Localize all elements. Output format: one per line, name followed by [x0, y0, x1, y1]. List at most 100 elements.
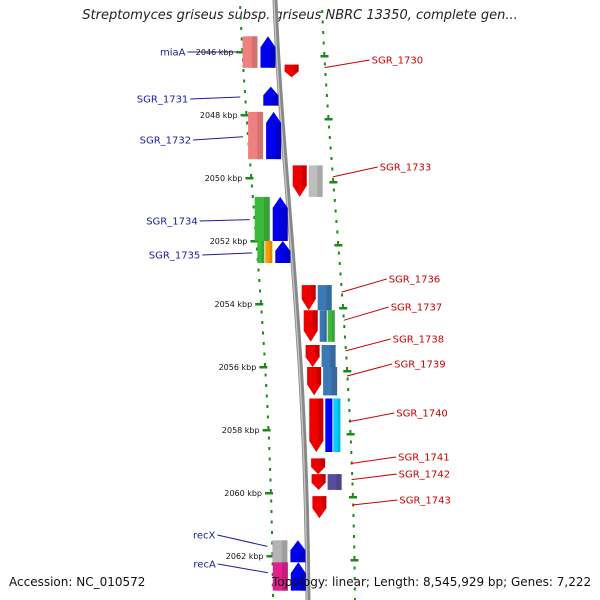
gene-label-reca[interactable]: recA [193, 560, 216, 571]
axis-tick-label: 2060 kbp [224, 489, 262, 498]
gene-sgr_1742-arrow[interactable] [311, 474, 326, 490]
guide-dot-right [346, 377, 349, 381]
gene-miaa-category-0-edge [251, 36, 258, 68]
guide-dot-left [243, 79, 246, 83]
gene-label-leader [324, 59, 370, 69]
gene-sgr_1732-category-0-edge [257, 111, 264, 160]
gene-miaa-arrow[interactable] [260, 36, 276, 68]
guide-dot-left [246, 132, 249, 135]
guide-dot-left [257, 268, 260, 272]
guide-dot-right [354, 598, 356, 600]
gene-sgr_1739-arrow[interactable] [307, 367, 322, 396]
gene-sgr_1733-category-0-edge [317, 165, 323, 197]
guide-dot-right [323, 62, 326, 66]
gene-label-sgr_1731[interactable]: SGR_1731 [137, 95, 189, 106]
gene-sgr_1737-category-1 [327, 310, 335, 342]
guide-dot-left [269, 489, 272, 492]
guide-dot-right [337, 251, 340, 255]
gene-sgr_1734-arrow[interactable] [272, 196, 288, 241]
guide-dot-right [341, 304, 344, 307]
gene-label-sgr_1738[interactable]: SGR_1738 [393, 335, 445, 346]
guide-dot-left [267, 426, 270, 429]
gene-label-leader [349, 412, 395, 423]
guide-dot-right [339, 272, 342, 276]
gene-label-miaa[interactable]: miaA [160, 48, 186, 59]
guide-dot-left [251, 195, 254, 198]
guide-dot-right [327, 115, 330, 118]
gene-sgr_1733-arrow[interactable] [292, 165, 307, 197]
axis-tick-right [349, 496, 357, 499]
gene-label-leader [346, 363, 393, 377]
axis-tick [262, 429, 271, 432]
gene-label-leader [352, 499, 398, 506]
gene-label-sgr_1732[interactable]: SGR_1732 [140, 136, 192, 147]
gene-sgr_1736-arrow[interactable] [301, 285, 316, 311]
gene-sgr_1740-category-0 [325, 398, 333, 452]
gene-label-sgr_1735[interactable]: SGR_1735 [149, 251, 201, 262]
guide-dot-left [270, 499, 273, 503]
gene-label-sgr_1736[interactable]: SGR_1736 [389, 275, 441, 286]
guide-dot-right [322, 31, 325, 34]
gene-label-leader [217, 534, 268, 547]
gene-sgr_1732-arrow-edge [276, 122, 282, 160]
gene-miaa-arrow-edge [270, 47, 276, 68]
guide-dot-right [351, 472, 354, 475]
gene-sgr_1741-arrow[interactable] [311, 458, 326, 475]
gene-sgr_1739-category-0-edge [331, 367, 338, 396]
gene-label-leader [193, 136, 244, 141]
gene-label-sgr_1730[interactable]: SGR_1730 [372, 56, 424, 67]
gene-sgr_1731-arrow[interactable] [263, 86, 279, 106]
gene-sgr_1739-category-0 [323, 367, 338, 396]
gene-sgr_1743-arrow[interactable] [312, 496, 327, 519]
gene-sgr_1730-arrow[interactable] [284, 64, 299, 78]
gene-label-sgr_1741[interactable]: SGR_1741 [398, 453, 450, 464]
gene-sgr_1735-category-1-body [265, 241, 273, 263]
guide-dot-left [272, 594, 274, 597]
guide-dot-right [350, 451, 353, 454]
guide-dot-right [332, 178, 335, 181]
gene-sgr_1738-arrow[interactable] [305, 345, 320, 367]
gene-label-sgr_1734[interactable]: SGR_1734 [146, 217, 198, 228]
guide-dot-left [246, 121, 249, 125]
gene-label-sgr_1737[interactable]: SGR_1737 [391, 303, 443, 314]
axis-tick-label: 2058 kbp [222, 426, 260, 435]
guide-dot-left [270, 520, 273, 524]
gene-reca-arrow[interactable] [290, 562, 306, 591]
gene-recx-arrow[interactable] [290, 540, 306, 563]
gene-reca-category-0 [272, 562, 288, 591]
gene-label-sgr_1743[interactable]: SGR_1743 [399, 496, 451, 507]
gene-miaa-category-0 [242, 36, 258, 68]
guide-dot-left [270, 510, 273, 513]
gene-label-sgr_1739[interactable]: SGR_1739 [394, 360, 446, 371]
gene-label-recx[interactable]: recX [193, 531, 216, 542]
axis-tick-label: 2062 kbp [226, 552, 264, 561]
gene-label-sgr_1733[interactable]: SGR_1733 [380, 163, 432, 174]
gene-sgr_1735-category-1-edge [269, 241, 273, 263]
gene-sgr_1732-arrow[interactable] [266, 111, 282, 160]
gene-sgr_1730-arrow-edge [293, 64, 299, 72]
guide-dot-left [265, 384, 268, 387]
axis-tick-right [334, 244, 343, 247]
gene-sgr_1735-arrow[interactable] [275, 241, 291, 263]
axis-tick-right [320, 55, 329, 58]
guide-dot-right [349, 430, 352, 433]
guide-dot-right [344, 346, 347, 349]
genome-stats-label: Topology: linear; Length: 8,545,929 bp; … [272, 575, 592, 589]
gene-sgr_1737-arrow[interactable] [303, 310, 318, 342]
axis-tick-label: 2052 kbp [210, 237, 248, 246]
gene-sgr_1740-arrow[interactable] [309, 398, 324, 453]
gene-label-leader [351, 473, 397, 481]
guide-dot-right [340, 283, 343, 286]
guide-dot-right [333, 199, 336, 202]
axis-tick [266, 555, 275, 558]
guide-dot-right [351, 493, 354, 496]
gene-sgr_1740-category-1-body [333, 398, 341, 452]
guide-dot-left [265, 394, 268, 398]
gene-label-sgr_1740[interactable]: SGR_1740 [396, 409, 448, 420]
gene-label-leader [217, 563, 268, 574]
axis-tick-label: 2050 kbp [205, 174, 243, 183]
gene-label-sgr_1742[interactable]: SGR_1742 [399, 470, 451, 481]
guide-dot-left [262, 342, 265, 345]
gene-recx-arrow-edge [300, 550, 306, 563]
